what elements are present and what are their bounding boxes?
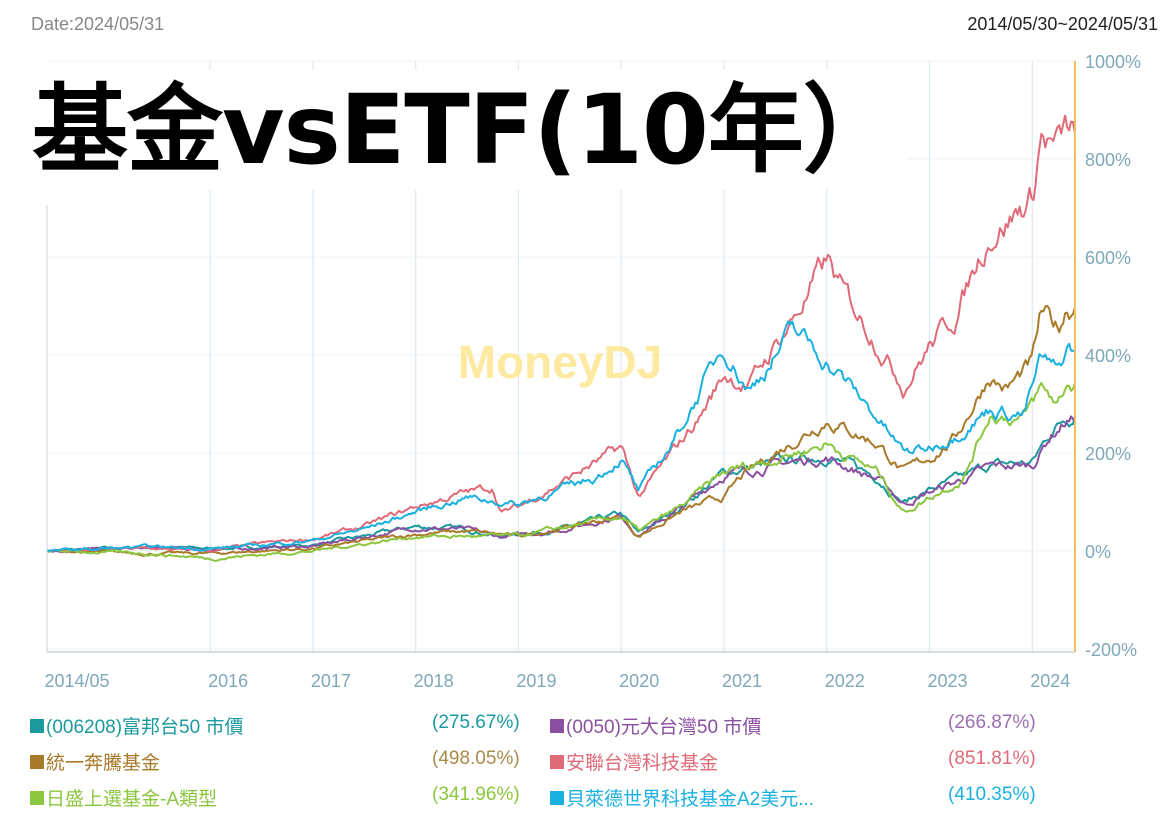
y-tick-label: 200%: [1085, 444, 1131, 464]
x-tick-label: 2017: [311, 671, 351, 691]
watermark: MoneyDJ: [458, 336, 662, 388]
series-line: [46, 381, 1076, 562]
date-label: Date:2024/05/31: [31, 14, 165, 34]
legend-swatch: [550, 790, 564, 805]
x-tick-label: 2014/05: [44, 671, 109, 691]
series-line: [47, 320, 1076, 552]
legend-swatch: [550, 718, 564, 733]
legend-label: (0050)元大台灣50 市價: [566, 717, 762, 738]
legend-return: (275.67%): [432, 712, 520, 733]
x-tick-label: 2021: [722, 671, 762, 691]
legend-item[interactable]: (006208)富邦台50 市價: [30, 712, 243, 739]
legend-return: (266.87%): [948, 712, 1036, 733]
legend-label: 日盛上選基金-A類型: [46, 789, 218, 810]
legend-return: (498.05%): [432, 748, 520, 769]
legend-return: (341.96%): [432, 784, 520, 805]
legend-label: 統一奔騰基金: [46, 753, 161, 774]
y-tick-label: 1000%: [1085, 52, 1141, 72]
date-range: 2014/05/30~2024/05/31: [967, 14, 1158, 34]
legend-label: (006208)富邦台50 市價: [46, 717, 244, 738]
x-tick-label: 2023: [928, 671, 968, 691]
legend: (006208)富邦台50 市價 (275.67%) (0050)元大台灣50 …: [30, 712, 1070, 820]
legend-item[interactable]: 安聯台灣科技基金: [550, 748, 718, 775]
legend-swatch: [30, 754, 44, 769]
legend-item[interactable]: 日盛上選基金-A類型: [30, 784, 217, 811]
legend-label: 貝萊德世界科技基金A2美元...: [566, 789, 815, 810]
x-tick-label: 2020: [619, 671, 659, 691]
x-tick-label: 2018: [414, 671, 454, 691]
legend-return: (410.35%): [948, 784, 1036, 805]
legend-item[interactable]: (0050)元大台灣50 市價: [550, 712, 761, 739]
y-tick-label: 400%: [1085, 346, 1131, 366]
legend-swatch: [550, 754, 564, 769]
x-tick-label: 2016: [208, 671, 248, 691]
legend-return: (851.81%): [948, 748, 1036, 769]
series-line: [46, 114, 1076, 553]
x-tick-label: 2024: [1030, 671, 1070, 691]
legend-label: 安聯台灣科技基金: [566, 753, 719, 774]
legend-item[interactable]: 統一奔騰基金: [30, 748, 160, 775]
legend-swatch: [30, 790, 44, 805]
x-tick-label: 2019: [516, 671, 556, 691]
y-tick-label: 600%: [1085, 248, 1131, 268]
legend-swatch: [30, 718, 44, 733]
legend-item[interactable]: 貝萊德世界科技基金A2美元...: [550, 784, 814, 811]
page-title: 基金vsETF(10年）: [28, 70, 908, 190]
y-tick-label: -200%: [1085, 640, 1137, 660]
y-tick-label: 800%: [1085, 150, 1131, 170]
x-tick-label: 2022: [825, 671, 865, 691]
y-tick-label: 0%: [1085, 542, 1111, 562]
